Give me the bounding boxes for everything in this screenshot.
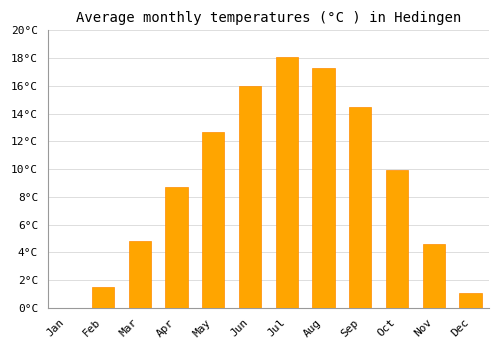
Bar [92,287,114,308]
Title: Average monthly temperatures (°C ) in Hedingen: Average monthly temperatures (°C ) in He… [76,11,461,25]
Bar [166,187,188,308]
Bar [349,107,372,308]
Bar [128,241,150,308]
Bar [312,68,334,308]
Bar [202,132,224,308]
Bar [460,293,481,308]
Bar [422,244,445,308]
Bar [386,170,408,308]
Bar [239,86,261,308]
Bar [276,57,298,308]
